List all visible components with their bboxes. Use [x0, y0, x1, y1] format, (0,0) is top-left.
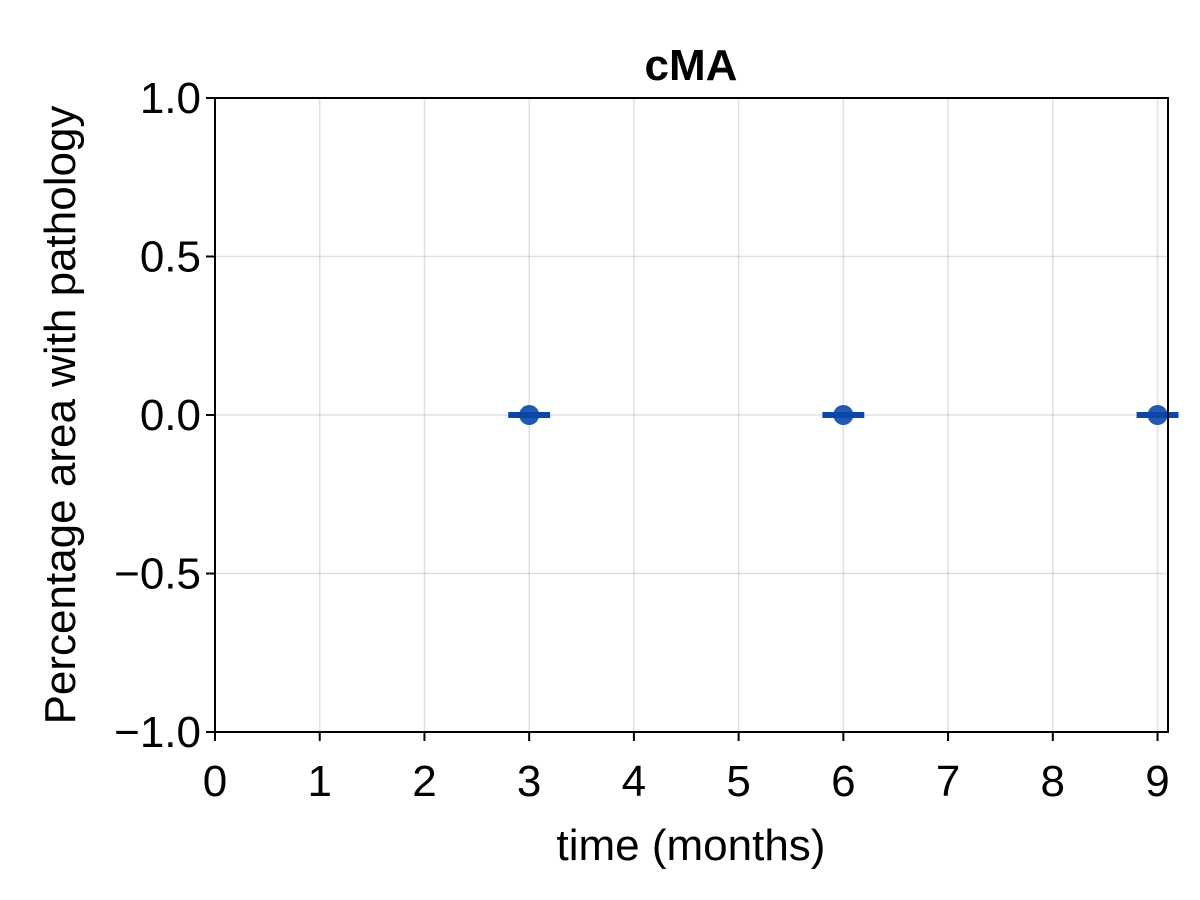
x-tick-label: 4: [622, 757, 646, 806]
x-tick-label: 3: [517, 757, 541, 806]
data-points: [508, 405, 1179, 425]
y-tick-label: 0.5: [140, 233, 201, 282]
x-tick-label: 1: [307, 757, 331, 806]
grid-lines: [214, 97, 1168, 733]
x-axis-label: time (months): [557, 821, 826, 870]
data-point: [833, 405, 854, 425]
y-tick-label: −1.0: [114, 708, 201, 757]
x-tick-label: 9: [1145, 757, 1169, 806]
x-tick-label: 2: [412, 757, 436, 806]
x-tick-label: 8: [1041, 757, 1065, 806]
x-tick-label: 7: [936, 757, 960, 806]
data-point: [1147, 405, 1168, 425]
y-axis-label: Percentage area with pathology: [36, 106, 85, 725]
y-tick-label: −0.5: [114, 550, 201, 599]
data-point: [519, 405, 540, 425]
y-tick-label: 1.0: [140, 74, 201, 123]
x-tick-label: 5: [726, 757, 750, 806]
y-tick-label: 0.0: [140, 391, 201, 440]
x-tick-label: 0: [203, 757, 227, 806]
axis-ticks: 0 1 2 3 4 5 6 7 8 9 −1.0 −0.5 0.0 0.5 1.0: [114, 74, 1170, 806]
x-tick-label: 6: [831, 757, 855, 806]
chart-title: cMA: [645, 41, 738, 90]
